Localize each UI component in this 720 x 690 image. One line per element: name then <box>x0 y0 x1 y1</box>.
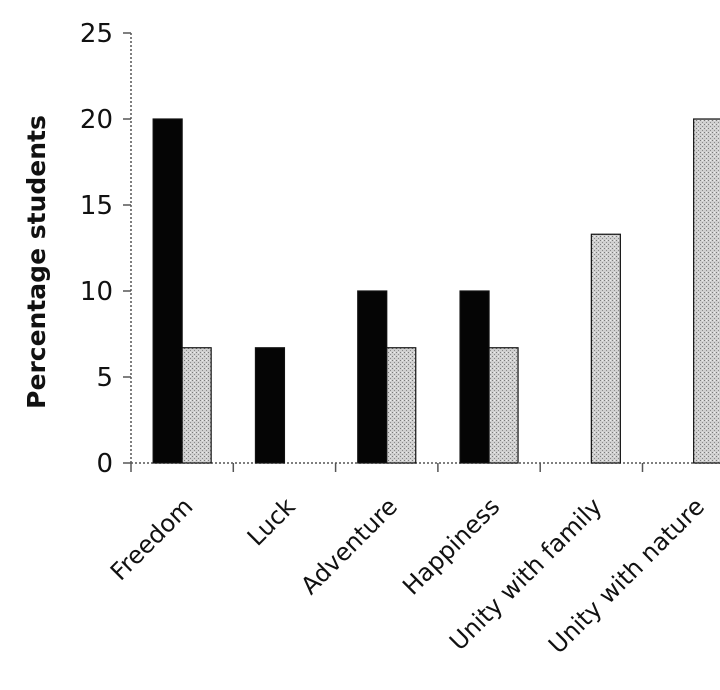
x-tick-label: Freedom <box>105 492 199 586</box>
bar-light-freedom <box>181 347 212 464</box>
bar-dark-luck <box>254 347 286 464</box>
y-axis-label: Percentage students <box>22 115 51 409</box>
x-tick-label: Luck <box>242 492 301 551</box>
x-tick-label: Happiness <box>397 492 505 600</box>
bar-light-happiness <box>488 347 519 464</box>
x-tick-label: Adventure <box>295 492 403 600</box>
y-tick-label: 5 <box>96 363 113 393</box>
bar-dark-happiness <box>459 290 490 464</box>
bar-light-unity-with-family <box>590 233 621 464</box>
bar-light-adventure <box>386 347 417 464</box>
bar-dark-freedom <box>152 118 183 464</box>
bar-light-unity-with-nature <box>693 118 720 464</box>
y-tick-label: 0 <box>96 449 113 479</box>
y-tick-label: 20 <box>80 105 113 135</box>
y-tick-label: 15 <box>80 191 113 221</box>
y-tick-label: 10 <box>80 277 113 307</box>
y-tick-label: 25 <box>80 19 113 49</box>
bar-dark-adventure <box>357 290 388 464</box>
